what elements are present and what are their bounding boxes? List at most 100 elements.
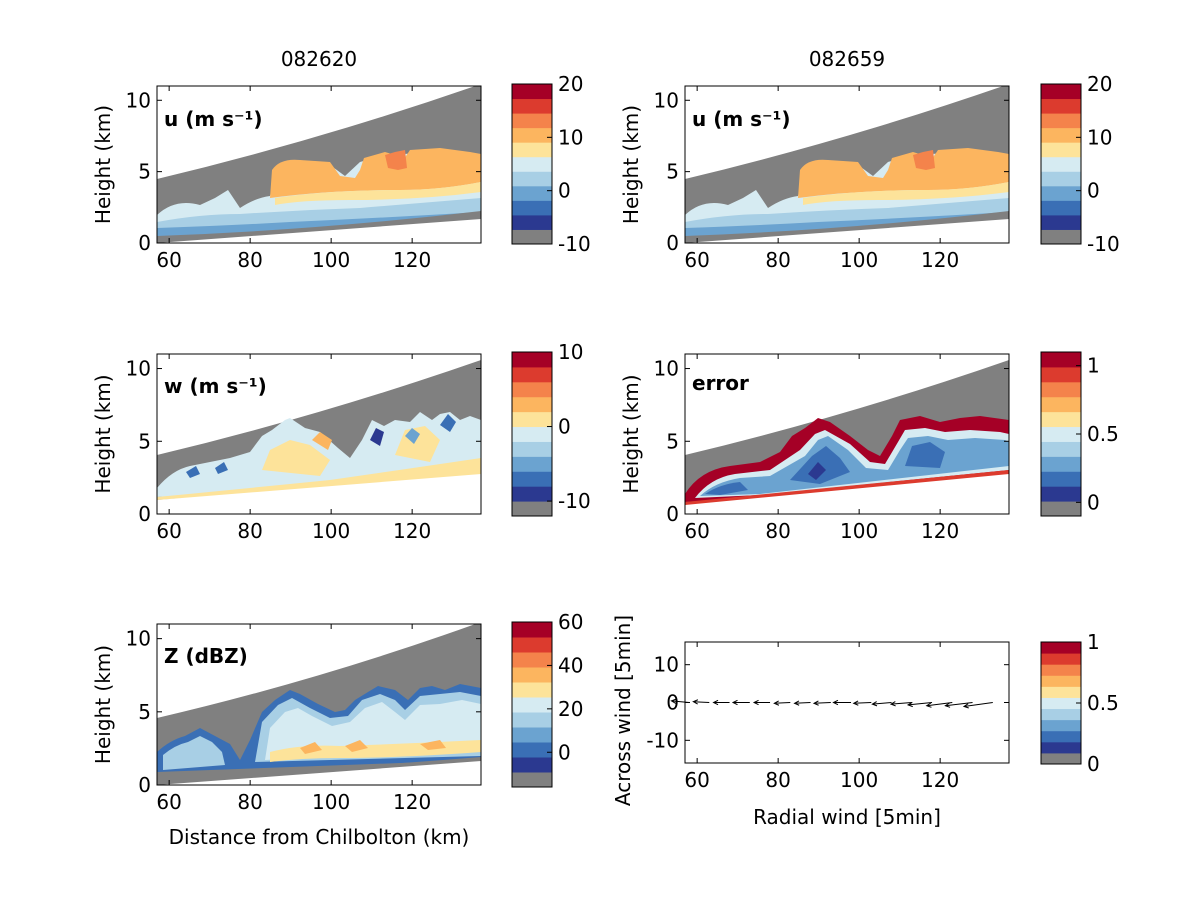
err-axes: 60 80 100 120 0 5 10 Height (km) <box>619 354 1009 543</box>
q-wind-arrow <box>692 699 710 705</box>
u2-low-band <box>685 198 1009 243</box>
w-ylabel: Height (km) <box>91 374 115 493</box>
u1-colorbar-segment <box>512 214 552 230</box>
q-wind-arrow <box>925 702 953 708</box>
u1-ylabel: Height (km) <box>91 105 115 224</box>
q-colorbar-segment <box>1041 719 1081 732</box>
u2-colorbar-segment <box>1041 185 1081 201</box>
w-colorbar-segment <box>512 411 552 428</box>
u1-colorbar-label: -10 <box>558 232 591 256</box>
q-colorbar-segment <box>1041 686 1081 698</box>
u1-xtick-label: 80 <box>237 248 262 272</box>
u1-strong-core <box>385 150 407 170</box>
q-colorbar-segment <box>1041 752 1081 765</box>
u2-below-beam <box>685 219 1009 243</box>
w-ytick-label: 5 <box>138 429 151 453</box>
err-colorbar-segment <box>1041 471 1081 487</box>
u1-warm-band-light <box>275 182 481 205</box>
err-colorbar-segment <box>1041 411 1081 428</box>
q-wind-arrow <box>871 701 892 707</box>
u2-colorbar-label: -10 <box>1087 232 1120 256</box>
z-colorbar-label: 40 <box>558 653 583 677</box>
u1-colorbar-segment <box>512 171 552 187</box>
err-xtick-label: 120 <box>921 519 959 543</box>
z-xtick-label: 100 <box>312 790 350 814</box>
u2-colorbar-segment <box>1041 229 1081 245</box>
err-ytick-label: 10 <box>654 357 679 381</box>
w-panel-label: w (m s⁻¹) <box>164 374 267 398</box>
u2-colorbar-segment <box>1041 113 1081 129</box>
q-colorbar-label: 0.5 <box>1087 691 1119 715</box>
err-colorbar-segment <box>1041 441 1081 457</box>
u2-colorbar-segment <box>1041 171 1081 187</box>
err-colorbar-label: 0 <box>1087 490 1100 514</box>
u1-ytick-label: 0 <box>138 231 151 255</box>
w-negative-patch-4 <box>186 466 200 478</box>
u1-xtick-label: 120 <box>393 248 431 272</box>
w-negative-patch-5 <box>215 462 228 474</box>
z-colorbar-segment <box>512 667 552 683</box>
q-ytick-label: -10 <box>646 728 679 752</box>
u1-colorbar-segment <box>512 200 552 216</box>
u1-colorbar: 20 10 0 -10 <box>511 72 591 256</box>
err-ylabel: Height (km) <box>619 374 643 493</box>
u2-xtick-label: 60 <box>684 248 709 272</box>
q-ytick-label: 0 <box>666 691 679 715</box>
u2-colorbar-segment <box>1041 214 1081 230</box>
w-axes: 60 80 100 120 0 5 10 Height (km) <box>91 354 481 543</box>
q-colorbar-label: 0 <box>1087 752 1100 776</box>
err-panel-label: error <box>692 371 749 395</box>
u2-warm-band-light <box>803 182 1009 205</box>
u2-ytick-label: 10 <box>654 88 679 112</box>
column-title-right: 082659 <box>809 47 885 71</box>
err-colorbar-segment <box>1041 456 1081 472</box>
u1-warm-band <box>270 148 481 198</box>
q-wind-arrow <box>962 702 993 709</box>
u2-field <box>685 86 1009 243</box>
err-colorbar-label: 1 <box>1087 354 1100 378</box>
q-ytick-label: 10 <box>654 653 679 677</box>
err-colorbar-segment <box>1041 381 1081 398</box>
u1-axes: 60 80 100 120 0 5 10 Height (km) <box>91 86 481 272</box>
q-wind-arrow <box>793 700 811 706</box>
z-xtick-label: 60 <box>156 790 181 814</box>
q-xtick-label: 80 <box>765 768 790 792</box>
w-negative-patch-1 <box>370 428 384 446</box>
u2-colorbar-segment <box>1041 142 1081 158</box>
q-xtick-label: 120 <box>921 768 959 792</box>
z-bright-core-1 <box>300 742 322 754</box>
w-positive-region <box>157 458 481 500</box>
w-colorbar-segment <box>512 352 552 368</box>
q-wind-arrow <box>752 699 771 706</box>
column-title-left: 082620 <box>281 47 357 71</box>
u1-ytick-label: 5 <box>138 160 151 184</box>
z-bright-core-2 <box>345 740 368 752</box>
w-colorbar: 10 0 -10 <box>511 340 591 517</box>
z-colorbar-frame <box>511 621 553 788</box>
z-colorbar-segment <box>512 757 552 773</box>
u2-colorbar-label: 20 <box>1087 72 1112 96</box>
z-panel-label: Z (dBZ) <box>164 644 248 668</box>
z-field <box>157 624 481 785</box>
u2-colorbar-frame <box>1040 83 1082 245</box>
u1-below-beam <box>157 219 481 243</box>
u2-colorbar-segment <box>1041 127 1081 143</box>
q-arrows <box>670 698 993 709</box>
w-colorbar-segment <box>512 456 552 472</box>
w-colorbar-segment <box>512 396 552 413</box>
u2-panel-label: u (m s⁻¹) <box>692 107 791 131</box>
w-colorbar-segment <box>512 441 552 457</box>
q-colorbar-segment <box>1041 653 1081 665</box>
q-wind-arrow <box>889 701 912 707</box>
err-lowest-region-3 <box>905 442 945 468</box>
u2-xtick-label: 100 <box>840 248 878 272</box>
q-wind-arrow <box>832 699 852 706</box>
u1-panel-label: u (m s⁻¹) <box>164 107 263 131</box>
z-colorbar-segment <box>512 697 552 713</box>
u2-warm-band <box>798 148 1009 198</box>
u2-ylabel: Height (km) <box>619 105 643 224</box>
